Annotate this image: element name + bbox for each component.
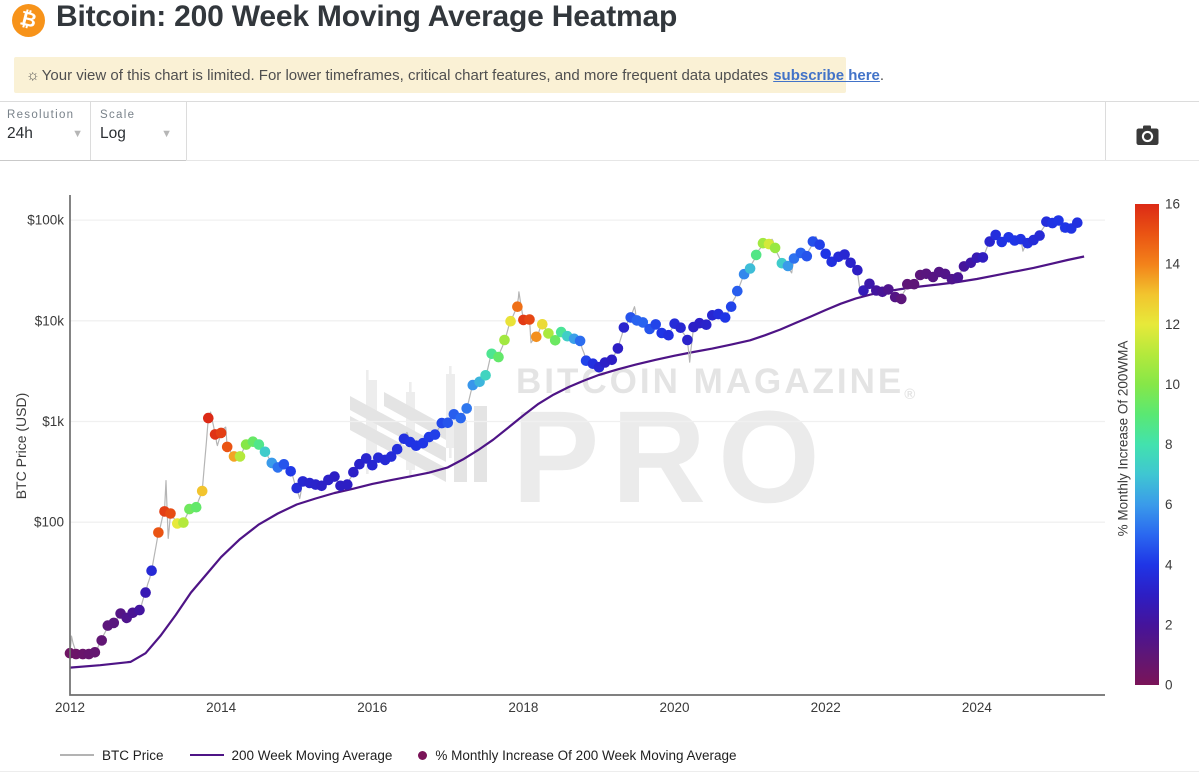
limited-view-banner: ☼ Your view of this chart is limited. Fo…: [14, 57, 884, 93]
toolbar-divider: [90, 101, 91, 160]
registered-mark: ®: [904, 386, 916, 403]
camera-icon: [1136, 125, 1158, 145]
svg-text:8: 8: [1165, 437, 1173, 452]
svg-text:12: 12: [1165, 317, 1180, 332]
colorbar-title: % Monthly Increase Of 200WMA: [1115, 340, 1131, 537]
legend-dot-swatch: [418, 750, 428, 760]
y-tick-labels: $100k $10k $1k $100: [27, 213, 64, 530]
svg-text:14: 14: [1165, 257, 1181, 272]
legend-label: % Monthly Increase Of 200 Week Moving Av…: [435, 747, 737, 763]
monthly-increase-dots: [64, 215, 1083, 660]
scale-dropdown[interactable]: Scale Log ▼: [100, 101, 172, 160]
legend-item-200wma[interactable]: 200 Week Moving Average: [189, 747, 393, 763]
svg-text:0: 0: [1165, 678, 1173, 693]
svg-text:$100: $100: [34, 515, 64, 530]
watermark-line2: PRO: [512, 383, 832, 530]
chevron-down-icon: ▼: [161, 128, 172, 140]
legend-label: BTC Price: [102, 747, 164, 763]
legend-item-monthly-increase[interactable]: % Monthly Increase Of 200 Week Moving Av…: [418, 747, 737, 763]
toolbar-divider: [1105, 101, 1106, 160]
svg-text:16: 16: [1165, 197, 1180, 212]
watermark: BITCOIN MAGAZINE® PRO: [350, 362, 916, 530]
svg-text:2022: 2022: [811, 700, 841, 715]
x-tick-labels: 2012 2014 2016 2018 2020 2022 2024: [55, 700, 992, 715]
colorbar: [1135, 204, 1159, 685]
y-gridlines: [70, 219, 1105, 523]
banner-text: Your view of this chart is limited. For …: [41, 66, 769, 84]
page-title: Bitcoin: 200 Week Moving Average Heatmap: [56, 0, 678, 33]
svg-text:4: 4: [1165, 557, 1173, 572]
svg-text:2: 2: [1165, 617, 1173, 632]
wma-line: [69, 255, 1085, 669]
colorbar-tick-labels: 16 14 12 10 8 6 4 2 0: [1165, 197, 1181, 693]
chart-legend: BTC Price 200 Week Moving Average % Mont…: [60, 742, 737, 768]
legend-line-swatch: [60, 754, 94, 756]
chevron-down-icon: ▼: [72, 128, 83, 140]
svg-text:2012: 2012: [55, 700, 85, 715]
svg-text:$100k: $100k: [27, 213, 64, 228]
svg-text:2016: 2016: [357, 700, 387, 715]
svg-text:2014: 2014: [206, 700, 237, 715]
legend-item-btc-price[interactable]: BTC Price: [60, 748, 164, 763]
scale-value: Log: [100, 125, 126, 142]
svg-text:$10k: $10k: [35, 313, 65, 328]
svg-text:6: 6: [1165, 497, 1173, 512]
legend-line-swatch: [189, 754, 224, 756]
banner-suffix: .: [879, 66, 885, 84]
axis-lines: [69, 195, 1105, 696]
bitcoin-logo-icon: ₿: [12, 4, 45, 37]
resolution-dropdown[interactable]: Resolution 24h ▼: [7, 101, 83, 160]
svg-text:2018: 2018: [508, 700, 538, 715]
scale-label: Scale: [100, 109, 136, 121]
subscribe-here-link[interactable]: subscribe here: [773, 66, 880, 84]
resolution-label: Resolution: [7, 109, 75, 121]
y-axis-title: BTC Price (USD): [13, 392, 29, 500]
svg-text:10: 10: [1165, 377, 1180, 392]
page-bottom-border: [0, 771, 1199, 772]
toolbar-bottom-border: [0, 160, 1199, 161]
sun-icon: ☼: [26, 66, 40, 84]
svg-text:2020: 2020: [660, 700, 690, 715]
svg-text:$1k: $1k: [42, 414, 64, 429]
toolbar-divider: [186, 101, 187, 160]
resolution-value: 24h: [7, 125, 33, 142]
toolbar-bottom-border-accent: [0, 160, 186, 161]
legend-label: 200 Week Moving Average: [231, 747, 393, 763]
toolbar-top-border: [0, 101, 1199, 102]
svg-text:2024: 2024: [962, 700, 993, 715]
camera-snapshot-button[interactable]: [1132, 120, 1162, 150]
